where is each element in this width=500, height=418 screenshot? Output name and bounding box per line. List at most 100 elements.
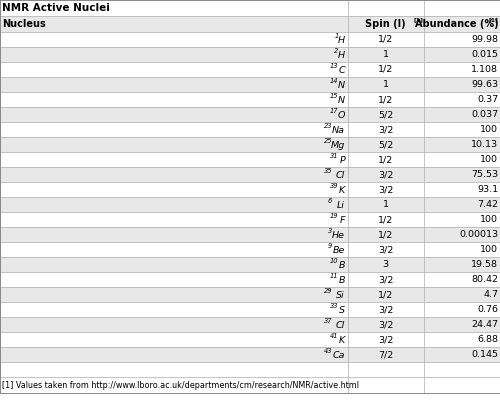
Text: 1/2: 1/2 (378, 290, 393, 299)
Bar (0, 62, 348, 77)
Text: [1]: [1] (488, 18, 498, 23)
Text: 1.108: 1.108 (471, 65, 498, 74)
Text: 99.98: 99.98 (471, 35, 498, 44)
Bar (348, 197, 424, 212)
Text: 19: 19 (330, 213, 338, 219)
Bar (0, 77, 348, 92)
Text: 1/2: 1/2 (378, 65, 393, 74)
Text: 3/2: 3/2 (378, 185, 393, 194)
Bar (0, 257, 348, 272)
Text: 99.63: 99.63 (471, 80, 498, 89)
Bar (348, 212, 424, 227)
Bar (424, 332, 500, 347)
Text: 9: 9 (328, 243, 332, 249)
Text: Ca: Ca (332, 351, 345, 360)
Bar (348, 287, 424, 302)
Text: 2: 2 (334, 48, 338, 54)
Text: 5/2: 5/2 (378, 140, 393, 149)
Text: 3: 3 (328, 228, 332, 234)
Text: [1]: [1] (414, 18, 424, 23)
Bar (424, 0, 500, 16)
Text: 0.145: 0.145 (471, 350, 498, 359)
Bar (424, 212, 500, 227)
Bar (0, 32, 348, 47)
Bar (424, 272, 500, 287)
Text: [1] Values taken from http://www.lboro.ac.uk/departments/cm/research/NMR/active.: [1] Values taken from http://www.lboro.a… (2, 380, 360, 390)
Text: Be: Be (332, 246, 345, 255)
Bar (0, 197, 348, 212)
Text: C: C (338, 66, 345, 75)
Text: 3/2: 3/2 (378, 170, 393, 179)
Text: 80.42: 80.42 (471, 275, 498, 284)
Bar (424, 347, 500, 362)
Bar (424, 197, 500, 212)
Bar (348, 377, 424, 393)
Bar (348, 47, 424, 62)
Text: 3/2: 3/2 (378, 320, 393, 329)
Bar (0, 332, 348, 347)
Text: N: N (338, 81, 345, 90)
Text: 11: 11 (330, 273, 338, 279)
Bar (348, 242, 424, 257)
Text: 0.00013: 0.00013 (459, 230, 498, 239)
Bar (348, 77, 424, 92)
Text: 17: 17 (330, 108, 338, 114)
Bar (0, 377, 348, 393)
Text: 31: 31 (330, 153, 338, 159)
Text: K: K (339, 336, 345, 345)
Bar (348, 92, 424, 107)
Text: 1/2: 1/2 (378, 35, 393, 44)
Bar (0, 47, 348, 62)
Bar (424, 47, 500, 62)
Bar (424, 77, 500, 92)
Bar (424, 137, 500, 152)
Text: NMR Active Nuclei: NMR Active Nuclei (2, 3, 110, 13)
Bar (348, 347, 424, 362)
Text: O: O (338, 111, 345, 120)
Text: N: N (338, 96, 345, 105)
Bar (348, 332, 424, 347)
Bar (0, 152, 348, 167)
Text: 35: 35 (324, 168, 332, 174)
Bar (348, 62, 424, 77)
Bar (424, 182, 500, 197)
Bar (348, 0, 424, 16)
Text: 15: 15 (330, 93, 338, 99)
Text: 0.76: 0.76 (477, 305, 498, 314)
Text: 6.88: 6.88 (477, 335, 498, 344)
Bar (0, 347, 348, 362)
Bar (348, 16, 424, 32)
Bar (0, 137, 348, 152)
Text: 100: 100 (480, 245, 498, 254)
Bar (348, 107, 424, 122)
Bar (0, 212, 348, 227)
Bar (348, 362, 424, 377)
Text: 75.53: 75.53 (471, 170, 498, 179)
Text: Si: Si (336, 291, 345, 300)
Text: Mg: Mg (331, 141, 345, 150)
Text: 3/2: 3/2 (378, 245, 393, 254)
Text: 25: 25 (324, 138, 332, 144)
Text: B: B (338, 261, 345, 270)
Text: Nucleus: Nucleus (2, 19, 46, 29)
Bar (348, 182, 424, 197)
Bar (348, 227, 424, 242)
Text: 10.13: 10.13 (471, 140, 498, 149)
Text: 1/2: 1/2 (378, 215, 393, 224)
Bar (424, 62, 500, 77)
Bar (0, 287, 348, 302)
Text: Abundance (%): Abundance (%) (415, 19, 498, 29)
Text: 6: 6 (328, 198, 332, 204)
Bar (348, 32, 424, 47)
Text: Cl: Cl (336, 321, 345, 330)
Text: 3: 3 (382, 260, 388, 269)
Bar (424, 152, 500, 167)
Bar (0, 16, 348, 32)
Bar (424, 227, 500, 242)
Text: H: H (338, 51, 345, 60)
Bar (0, 302, 348, 317)
Text: 7.42: 7.42 (477, 200, 498, 209)
Text: 1/2: 1/2 (378, 95, 393, 104)
Bar (0, 167, 348, 182)
Text: Li: Li (337, 201, 345, 210)
